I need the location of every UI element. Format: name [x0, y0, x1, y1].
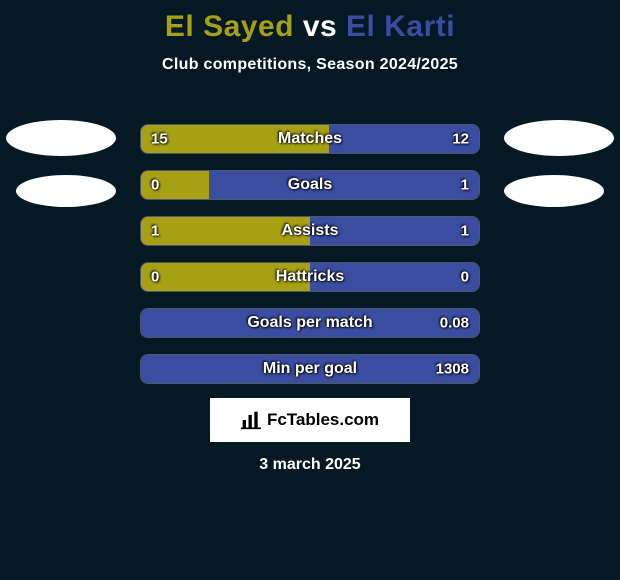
stat-row: 11Assists [140, 216, 480, 246]
stat-left-segment [141, 125, 329, 153]
stat-right-segment [209, 171, 479, 199]
subtitle: Club competitions, Season 2024/2025 [0, 56, 620, 74]
stat-left-segment [141, 263, 310, 291]
stat-left-segment [141, 171, 209, 199]
player-left-name: El Sayed [165, 10, 294, 43]
stat-right-segment [329, 125, 479, 153]
stat-right-segment [141, 309, 479, 337]
stat-row: 00Hattricks [140, 262, 480, 292]
brand-badge-text: FcTables.com [267, 410, 379, 430]
stat-right-segment [310, 217, 479, 245]
stat-right-segment [310, 263, 479, 291]
title-vs: vs [303, 10, 337, 43]
footer-date: 3 march 2025 [259, 456, 360, 474]
stat-left-segment [141, 217, 310, 245]
player-right-name: El Karti [346, 10, 455, 43]
stat-bars: 1512Matches 01Goals 11Assists 00Hattricks 0.… [140, 124, 480, 400]
avatar-left-top [6, 120, 116, 156]
stat-row: 0.08Goals per match [140, 308, 480, 338]
stat-row: 1512Matches [140, 124, 480, 154]
stat-row: 1308Min per goal [140, 354, 480, 384]
avatar-right-bottom [504, 175, 604, 207]
brand-badge: FcTables.com [210, 398, 410, 442]
bar-chart-icon [241, 410, 261, 430]
stat-row: 01Goals [140, 170, 480, 200]
stat-right-segment [141, 355, 479, 383]
avatar-left-bottom [16, 175, 116, 207]
avatar-right-top [504, 120, 614, 156]
comparison-title: El Sayed vs El Karti [0, 0, 620, 44]
